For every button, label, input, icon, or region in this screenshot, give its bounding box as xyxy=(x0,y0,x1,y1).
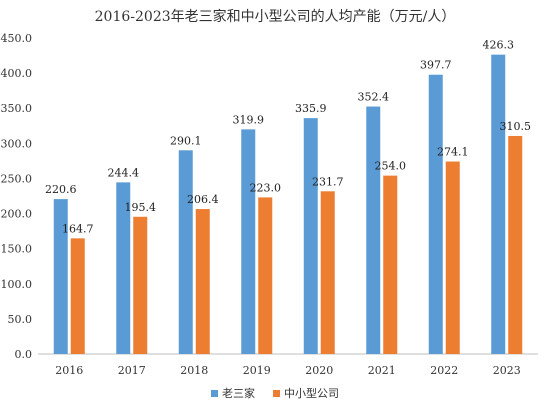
x-tick-label: 2019 xyxy=(243,364,271,377)
y-tick-label: 100.0 xyxy=(1,278,33,291)
legend-item-series-2: 中小型公司 xyxy=(273,385,339,401)
y-tick-label: 250.0 xyxy=(1,172,33,185)
data-label-series-2-2018: 206.4 xyxy=(187,193,219,206)
bar-series-1-2017 xyxy=(116,182,131,354)
x-tick-label: 2017 xyxy=(118,364,146,377)
bar-series-2-2018 xyxy=(195,209,210,354)
data-label-series-1-2016: 220.6 xyxy=(45,183,77,196)
x-axis: 2016 2017 2018 2019 2020 2021 2022 2023 xyxy=(38,353,538,377)
bar-series-1-2016 xyxy=(53,199,68,354)
bar-series-1-2023 xyxy=(491,54,506,354)
data-label-series-2-2021: 254.0 xyxy=(375,160,407,173)
data-label-series-1-2022: 397.7 xyxy=(420,59,452,72)
data-label-series-1-2019: 319.9 xyxy=(233,113,265,126)
bar-series-1-2022 xyxy=(428,74,443,354)
data-label-series-1-2023: 426.3 xyxy=(483,39,515,52)
bar-series-2-2022 xyxy=(445,161,460,354)
data-label-series-1-2017: 244.4 xyxy=(108,166,140,179)
bar-series-2-2020 xyxy=(320,191,335,354)
chart-title: 2016-2023年老三家和中小型公司的人均产能（万元/人） xyxy=(94,9,456,25)
y-axis: 0.0 50.0 100.0 150.0 200.0 250.0 300.0 350.0 400… xyxy=(1,32,33,361)
bar-series-1-2020 xyxy=(303,118,318,354)
x-tick-label: 2020 xyxy=(305,364,333,377)
bar-series-2-2021 xyxy=(383,175,398,354)
legend-item-series-1: 老三家 xyxy=(211,385,255,401)
x-tick-label: 2022 xyxy=(430,364,458,377)
data-label-series-2-2017: 195.4 xyxy=(125,201,157,214)
data-label-series-2-2020: 231.7 xyxy=(312,175,344,188)
data-label-series-1-2020: 335.9 xyxy=(295,102,327,115)
y-tick-label: 300.0 xyxy=(1,137,33,150)
y-tick-label: 0.0 xyxy=(15,348,33,361)
data-label-series-1-2018: 290.1 xyxy=(170,134,202,147)
y-tick-label: 50.0 xyxy=(8,313,33,326)
x-tick-label: 2023 xyxy=(493,364,521,377)
bars xyxy=(53,54,523,354)
y-tick-label: 150.0 xyxy=(1,243,33,256)
legend: 老三家 中小型公司 xyxy=(0,385,550,401)
legend-swatch-series-2 xyxy=(273,389,280,397)
y-tick-label: 400.0 xyxy=(1,67,33,80)
y-tick-label: 450.0 xyxy=(1,32,33,45)
bar-series-1-2018 xyxy=(178,150,193,354)
data-label-series-2-2022: 274.1 xyxy=(437,146,469,159)
legend-label-series-1: 老三家 xyxy=(222,387,255,400)
data-label-series-2-2023: 310.5 xyxy=(500,120,532,133)
bar-series-1-2019 xyxy=(241,129,256,354)
legend-label-series-2: 中小型公司 xyxy=(284,387,339,400)
bar-series-2-2023 xyxy=(508,135,523,354)
data-label-series-2-2016: 164.7 xyxy=(62,222,94,235)
x-tick-label: 2016 xyxy=(55,364,83,377)
data-labels: 220.6 164.7 244.4 195.4 290.1 206.4 319.9 223.0… xyxy=(45,39,531,236)
x-tick-label: 2018 xyxy=(180,364,208,377)
bar-series-1-2021 xyxy=(366,106,381,354)
data-label-series-2-2019: 223.0 xyxy=(250,181,282,194)
y-tick-label: 350.0 xyxy=(1,102,33,115)
y-tick-label: 200.0 xyxy=(1,208,33,221)
data-label-series-1-2021: 352.4 xyxy=(358,91,390,104)
legend-swatch-series-1 xyxy=(211,389,218,397)
bar-series-2-2019 xyxy=(258,197,273,354)
bar-series-2-2017 xyxy=(133,216,148,354)
x-tick-label: 2021 xyxy=(368,364,396,377)
bar-series-2-2016 xyxy=(70,238,85,354)
